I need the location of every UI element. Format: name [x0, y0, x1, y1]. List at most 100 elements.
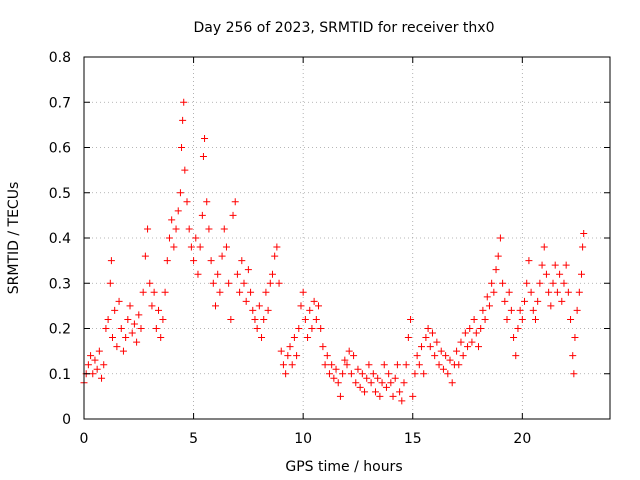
data-point — [361, 388, 369, 396]
data-point — [433, 338, 441, 346]
data-point — [396, 388, 404, 396]
data-point — [382, 383, 390, 391]
data-point — [477, 325, 485, 332]
data-point — [266, 279, 274, 287]
data-point — [319, 343, 327, 351]
data-point — [330, 374, 338, 382]
data-point — [343, 361, 351, 369]
data-point — [339, 370, 347, 378]
data-point — [163, 257, 171, 265]
data-point — [240, 279, 248, 287]
data-point — [464, 343, 472, 351]
data-point — [135, 311, 143, 319]
data-point — [315, 302, 323, 310]
y-tick-label: 0.3 — [49, 276, 71, 292]
data-point — [244, 266, 252, 274]
data-point — [347, 370, 355, 378]
data-point — [106, 279, 114, 287]
data-point — [198, 211, 206, 219]
data-point — [470, 315, 478, 323]
data-point — [277, 347, 285, 355]
data-point — [299, 288, 307, 296]
data-point — [284, 352, 292, 360]
data-point — [179, 116, 187, 124]
data-point — [152, 325, 160, 332]
data-point — [144, 225, 152, 233]
data-point — [251, 315, 259, 323]
data-point — [209, 279, 217, 287]
data-point — [170, 243, 178, 251]
data-point — [325, 370, 333, 378]
data-point — [310, 297, 318, 305]
data-point — [229, 211, 237, 219]
data-point — [376, 392, 384, 400]
data-point — [117, 325, 125, 332]
data-point — [126, 302, 134, 310]
data-point — [501, 297, 509, 305]
data-point — [350, 352, 358, 360]
data-point — [389, 392, 397, 400]
data-point — [499, 279, 507, 287]
data-point — [402, 361, 410, 369]
axis-ticks: 0 0.1 0.2 0.3 0.4 0.5 0.6 0.7 0.8 0 5 10 15 20 — [49, 50, 610, 447]
data-point — [139, 288, 147, 296]
data-point — [345, 347, 353, 355]
data-point — [301, 315, 309, 323]
data-point — [328, 361, 336, 369]
data-point — [203, 198, 211, 206]
x-tick-label: 20 — [513, 431, 531, 447]
data-point — [514, 325, 522, 332]
data-point — [180, 98, 188, 106]
data-point — [578, 270, 586, 278]
data-point — [130, 320, 138, 328]
data-point — [558, 297, 566, 305]
data-point — [258, 334, 266, 342]
data-point — [407, 315, 415, 323]
data-point — [446, 356, 454, 364]
data-point — [424, 325, 432, 332]
data-point — [165, 234, 173, 242]
data-point — [108, 334, 116, 342]
data-point — [98, 374, 106, 382]
data-point — [172, 225, 180, 233]
data-point — [286, 343, 294, 351]
data-point — [176, 189, 184, 197]
data-point — [512, 352, 520, 360]
data-point — [354, 365, 362, 373]
data-point — [536, 279, 544, 287]
data-point — [492, 266, 500, 274]
data-point — [336, 392, 344, 400]
data-point — [485, 302, 493, 310]
data-point — [260, 315, 268, 323]
data-point — [119, 347, 127, 355]
data-point — [199, 153, 207, 161]
data-point — [282, 370, 290, 378]
data-point — [472, 329, 480, 337]
data-point — [573, 306, 581, 314]
data-point — [556, 270, 564, 278]
data-point — [87, 352, 95, 360]
data-point — [540, 243, 548, 251]
data-point — [268, 270, 276, 278]
data-point — [168, 216, 176, 224]
data-point — [457, 338, 465, 346]
x-axis-label: GPS time / hours — [285, 459, 402, 475]
data-point — [290, 334, 298, 342]
data-point — [547, 302, 555, 310]
x-tick-label: 0 — [80, 431, 89, 447]
data-point — [133, 338, 141, 346]
chart-title: Day 256 of 2023, SRMTID for receiver thx… — [194, 20, 495, 36]
data-point — [529, 306, 537, 314]
data-point — [196, 243, 204, 251]
data-point — [466, 325, 474, 332]
data-point — [531, 315, 539, 323]
data-point — [418, 343, 426, 351]
data-point — [107, 257, 115, 265]
data-point — [542, 270, 550, 278]
data-point — [220, 225, 228, 233]
data-point — [174, 207, 182, 215]
data-point — [332, 365, 340, 373]
data-point — [249, 306, 257, 314]
data-point — [579, 243, 587, 251]
